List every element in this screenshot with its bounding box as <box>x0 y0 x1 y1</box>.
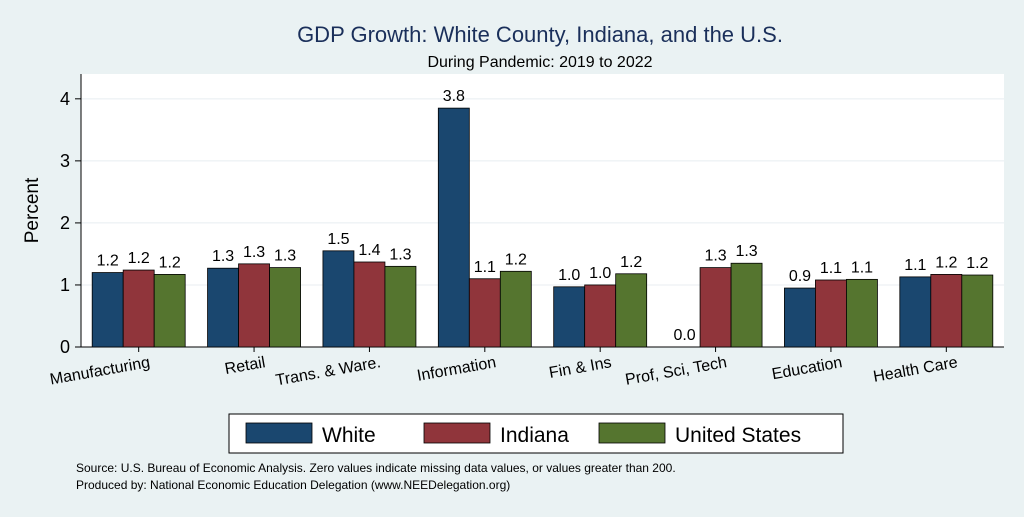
legend-label: White <box>322 424 376 447</box>
bar <box>815 279 847 348</box>
bar-value-label: 1.2 <box>97 253 119 270</box>
chart-subtitle: During Pandemic: 2019 to 2022 <box>427 54 652 71</box>
bar <box>468 278 501 348</box>
bar <box>322 250 355 348</box>
bar-value-label: 1.3 <box>704 248 726 265</box>
produced-by-note: Produced by: National Economic Education… <box>76 478 510 492</box>
bar <box>153 274 186 348</box>
bar <box>384 265 417 348</box>
bar-value-label: 1.0 <box>558 267 580 284</box>
bar <box>584 284 617 348</box>
bar-value-label: 0.9 <box>789 268 811 285</box>
bar-value-label: 1.1 <box>904 257 926 274</box>
legend: White Indiana United States <box>228 413 844 454</box>
bar-value-label: 1.3 <box>274 248 296 265</box>
bar-value-label: 1.3 <box>735 243 757 260</box>
legend-swatch <box>598 422 666 444</box>
bar <box>353 261 386 348</box>
bar <box>499 270 532 348</box>
bar-value-label: 1.2 <box>505 251 527 268</box>
bar <box>91 272 124 348</box>
bar-value-label: 1.3 <box>389 246 411 263</box>
bar <box>269 267 301 348</box>
bar <box>899 276 932 348</box>
bar-value-label: 3.8 <box>443 88 465 105</box>
legend-swatch <box>423 422 491 444</box>
bar-value-label: 1.1 <box>851 259 873 276</box>
legend-swatch <box>245 422 313 444</box>
bar-value-label: 1.5 <box>327 231 349 248</box>
bar <box>784 287 816 348</box>
bar-value-label: 1.2 <box>620 254 642 271</box>
y-tick-label: 1 <box>60 275 70 295</box>
bar <box>730 262 763 348</box>
source-note: Source: U.S. Bureau of Economic Analysis… <box>76 461 676 475</box>
legend-box <box>228 413 844 454</box>
y-tick-label: 4 <box>60 89 70 109</box>
bar-value-label: 0.0 <box>673 327 695 344</box>
bar-value-label: 1.2 <box>159 254 181 271</box>
y-tick-label: 3 <box>60 151 70 171</box>
bar-value-label: 1.3 <box>212 248 234 265</box>
bar-value-label: 1.2 <box>128 250 150 267</box>
bar-value-label: 1.4 <box>358 242 380 259</box>
bar-value-label: 1.3 <box>243 244 265 261</box>
bar <box>553 286 586 348</box>
x-tick-label: Retail <box>224 354 267 378</box>
bar-value-label: 1.2 <box>966 255 988 272</box>
bar <box>846 278 878 348</box>
bar <box>961 274 994 348</box>
chart-title: GDP Growth: White County, Indiana, and t… <box>297 22 783 47</box>
bar <box>699 267 732 348</box>
bar <box>207 267 239 348</box>
y-axis-title: Percent <box>22 177 43 243</box>
bar-value-label: 1.2 <box>935 254 957 271</box>
bar <box>437 107 470 348</box>
bar-value-label: 1.0 <box>589 265 611 282</box>
bar <box>930 274 963 348</box>
y-tick-label: 0 <box>60 337 70 357</box>
bars-group: 1.2 1.2 1.2 1.3 1.3 1.3 1.5 1.4 1.3 3.8 1.1 1.2 1.0 1… <box>91 88 994 348</box>
y-tick-label: 2 <box>60 213 70 233</box>
legend-label: Indiana <box>500 424 569 447</box>
bar-value-label: 1.1 <box>820 260 842 277</box>
bar <box>615 273 648 348</box>
bar <box>238 263 270 348</box>
bar-value-label: 1.1 <box>474 259 496 276</box>
bar <box>122 269 155 348</box>
legend-label: United States <box>675 424 801 447</box>
